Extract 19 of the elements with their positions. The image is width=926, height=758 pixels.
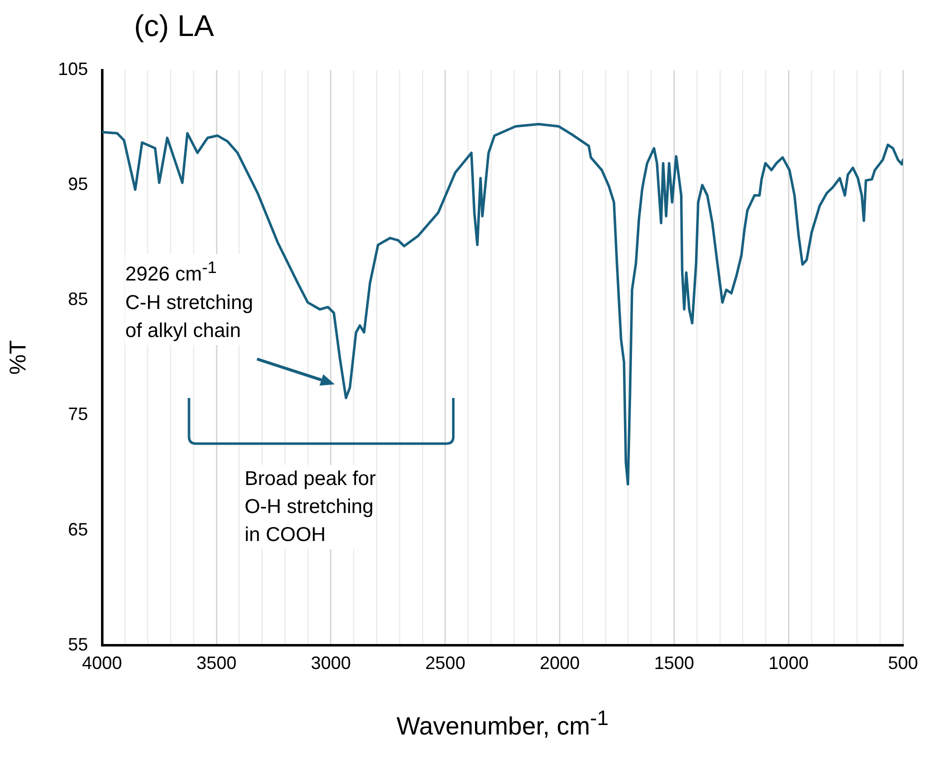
annotation: Broad peak for O-H stretching in COOH	[244, 464, 376, 549]
y-tick-label: 105	[58, 58, 88, 79]
chart-title: (c) LA	[134, 10, 214, 44]
y-axis-title: %T	[4, 338, 32, 376]
y-tick-label: 75	[68, 404, 88, 424]
x-axis-title: Wavenumber, cm$^{-1}$	[395, 707, 610, 742]
x-tick-label: 1500	[654, 653, 694, 674]
x-tick-label: 500	[888, 653, 918, 674]
y-tick-label: 55	[68, 634, 88, 654]
x-tick-label: 1000	[768, 653, 809, 674]
y-tick-label: 85	[68, 289, 88, 310]
y-tick-label: 65	[68, 519, 88, 540]
y-tick-label: 95	[68, 174, 88, 194]
annotation: 2926 cm$^{-1}$ C-H stretching of alkyl chain	[125, 254, 254, 345]
x-tick-label: 4000	[82, 653, 122, 674]
x-tick-label: 2000	[540, 653, 580, 674]
x-tick-label: 3000	[310, 653, 351, 674]
x-tick-label: 2500	[425, 653, 466, 674]
x-tick-label: 3500	[196, 653, 236, 674]
